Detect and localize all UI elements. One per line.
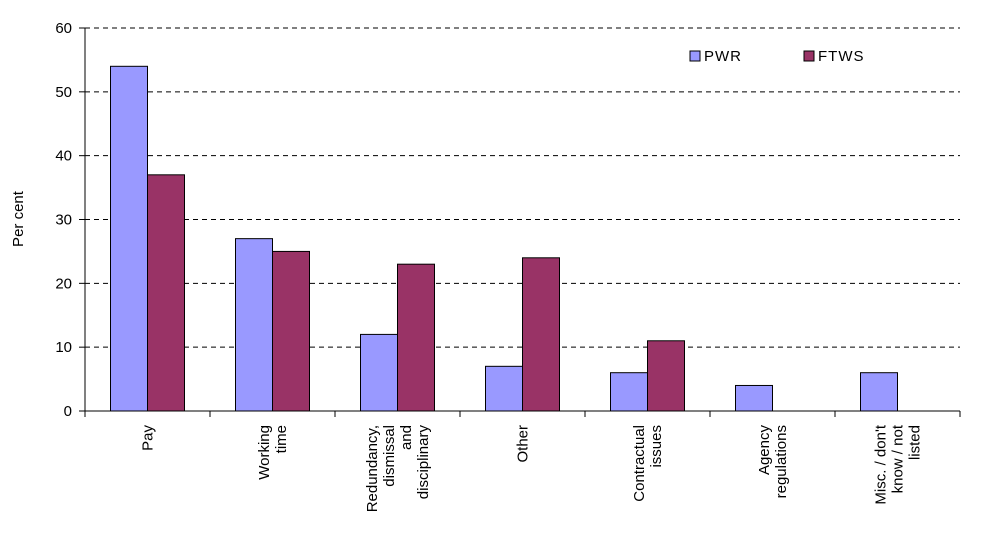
category-label-line: Pay — [140, 425, 157, 451]
bars — [110, 65, 898, 412]
y-tick-label: 50 — [55, 84, 72, 101]
category-label-line: Misc. / don't — [873, 424, 890, 504]
bar-pwr-2 — [360, 333, 398, 412]
bar-ftws-1 — [272, 250, 310, 412]
category-label-line: Contractual — [631, 425, 648, 502]
category-label-line: dismissal — [381, 425, 398, 487]
category-label: Agency regulations — [756, 425, 790, 499]
category-label-line: disciplinary — [415, 425, 432, 500]
bar-pwr-1 — [235, 238, 273, 412]
category-label-line: Working — [256, 425, 273, 480]
y-tick-label: 40 — [55, 148, 72, 165]
category-label-line: Agency — [756, 425, 773, 476]
category-label: Working time — [256, 425, 290, 480]
category-label: Other — [515, 425, 532, 463]
category-label-line: regulations — [773, 425, 790, 498]
gridlines — [85, 27, 960, 348]
legend-swatch — [803, 50, 815, 62]
legend-item-pwr: PWR — [689, 48, 742, 65]
category-label-line: issues — [648, 425, 665, 468]
legend-swatch — [689, 50, 701, 62]
y-tick-labels: 0 10 20 30 40 50 60 — [55, 20, 72, 420]
category-label-line: Redundancy, — [364, 425, 381, 512]
bar-pwr-4 — [610, 372, 648, 412]
bar-ftws-0 — [147, 174, 185, 412]
category-label-line: listed — [907, 425, 924, 460]
category-label: Misc. / don't know / not listed — [873, 424, 924, 504]
bar-pwr-6 — [860, 372, 898, 412]
category-label-line: and — [398, 425, 415, 450]
category-label-line: Other — [515, 425, 532, 463]
category-label-line: know / not — [890, 424, 907, 493]
category-label: Pay — [140, 425, 157, 451]
y-tick-label: 10 — [55, 339, 72, 356]
legend-item-ftws: FTWS — [803, 48, 865, 65]
legend-label: FTWS — [818, 48, 865, 65]
y-tick-label: 0 — [64, 403, 72, 420]
bar-ftws-4 — [647, 340, 685, 412]
y-tick-label: 30 — [55, 212, 72, 229]
y-tick-label: 20 — [55, 275, 72, 292]
bar-pwr-0 — [110, 65, 148, 412]
bar-ftws-3 — [522, 257, 560, 412]
category-label: Contractual issues — [631, 425, 665, 502]
axes — [79, 27, 961, 417]
y-tick-label: 60 — [55, 20, 72, 37]
bar-ftws-2 — [397, 263, 435, 412]
y-axis-title: Per cent — [10, 190, 27, 247]
bar-pwr-3 — [485, 365, 523, 412]
category-label: Redundancy, dismissal and disciplinary — [364, 425, 432, 513]
category-labels: Pay Working time Redundancy, dismissal and dis… — [140, 424, 924, 512]
bar-pwr-5 — [735, 384, 773, 412]
legend: PWR FTWS — [689, 48, 865, 65]
category-label-line: time — [273, 425, 290, 453]
legend-label: PWR — [704, 48, 742, 65]
